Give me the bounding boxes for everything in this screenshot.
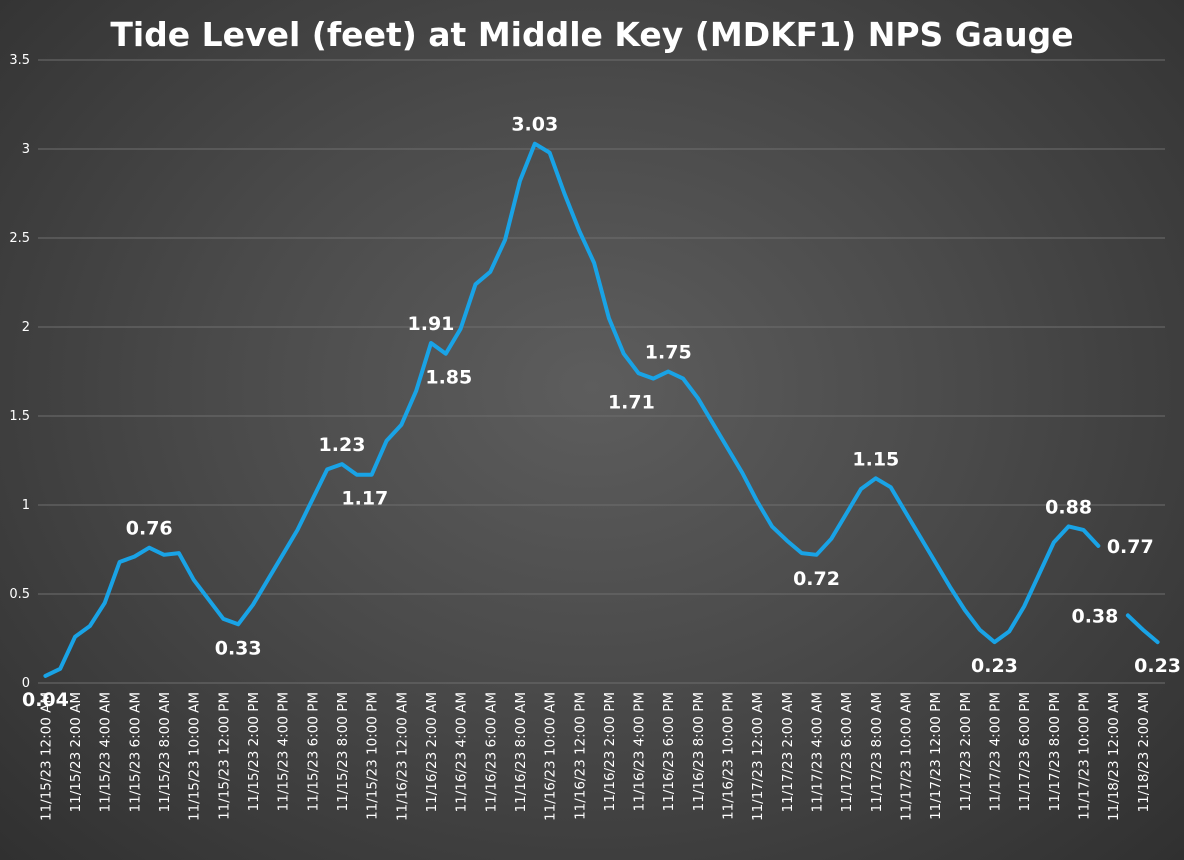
x-tick-label: 11/17/23 10:00 AM — [898, 692, 914, 821]
data-labels: 0.04 0.76 0.33 1.23 1.17 1.91 1.85 3.03 1.71 1.75… — [22, 114, 1181, 711]
x-tick-label: 11/18/23 12:00 AM — [1106, 692, 1122, 821]
data-label: 1.91 — [408, 313, 455, 335]
data-label: 1.85 — [425, 367, 472, 389]
x-tick-label: 11/15/23 2:00 PM — [246, 692, 262, 811]
x-tick-label: 11/15/23 4:00 AM — [98, 692, 114, 812]
x-tick-label: 11/17/23 6:00 AM — [839, 692, 855, 812]
x-tick-label: 11/16/23 4:00 PM — [632, 692, 648, 811]
data-label: 0.72 — [793, 568, 840, 590]
data-label: 0.23 — [1134, 655, 1181, 677]
x-tick-label: 11/17/23 8:00 AM — [869, 692, 885, 812]
x-tick-label: 11/15/23 12:00 AM — [38, 692, 54, 821]
y-axis-ticks: 0 0.5 1 1.5 2 2.5 3 3.5 — [9, 53, 30, 691]
data-label: 1.71 — [608, 392, 655, 414]
x-tick-label: 11/15/23 4:00 PM — [276, 692, 292, 811]
x-tick-label: 11/16/23 6:00 PM — [661, 692, 677, 811]
y-tick-label: 0 — [22, 676, 30, 691]
data-label: 1.15 — [852, 448, 899, 470]
x-tick-label: 11/17/23 8:00 PM — [1047, 692, 1063, 811]
data-label: 3.03 — [511, 114, 558, 136]
series-line-segment — [43, 141, 1101, 678]
x-tick-label: 11/15/23 10:00 AM — [187, 692, 203, 821]
x-tick-label: 11/16/23 2:00 PM — [602, 692, 618, 811]
x-tick-label: 11/16/23 8:00 PM — [691, 692, 707, 811]
x-tick-label: 11/16/23 12:00 PM — [572, 692, 588, 820]
x-tick-label: 11/16/23 6:00 AM — [483, 692, 499, 812]
chart-title: Tide Level (feet) at Middle Key (MDKF1) … — [110, 15, 1073, 54]
x-tick-label: 11/16/23 2:00 AM — [424, 692, 440, 812]
data-label: 1.23 — [319, 434, 366, 456]
gridlines — [38, 59, 1165, 684]
data-label: 0.33 — [215, 637, 262, 659]
x-axis-ticks: 11/15/23 12:00 AM 11/15/23 2:00 AM 11/15/2… — [38, 692, 1151, 821]
x-tick-label: 11/17/23 2:00 AM — [780, 692, 796, 812]
y-tick-label: 3.5 — [9, 53, 30, 68]
y-tick-label: 1.5 — [9, 409, 30, 424]
x-tick-label: 11/17/23 12:00 PM — [928, 692, 944, 820]
x-tick-label: 11/17/23 6:00 PM — [1017, 692, 1033, 811]
y-tick-label: 0.5 — [9, 587, 30, 602]
x-tick-label: 11/15/23 12:00 PM — [216, 692, 232, 820]
x-tick-label: 11/15/23 6:00 AM — [127, 692, 143, 812]
x-tick-label: 11/18/23 2:00 AM — [1136, 692, 1152, 812]
x-tick-label: 11/16/23 10:00 PM — [721, 692, 737, 820]
x-tick-label: 11/16/23 10:00 AM — [543, 692, 559, 821]
x-tick-label: 11/15/23 6:00 PM — [305, 692, 321, 811]
x-tick-label: 11/15/23 2:00 AM — [68, 692, 84, 812]
x-tick-label: 11/16/23 12:00 AM — [394, 692, 410, 821]
x-tick-label: 11/17/23 4:00 AM — [810, 692, 826, 812]
x-tick-label: 11/17/23 12:00 AM — [750, 692, 766, 821]
x-tick-label: 11/17/23 2:00 PM — [958, 692, 974, 811]
data-label: 0.88 — [1045, 496, 1092, 518]
x-tick-label: 11/15/23 8:00 AM — [157, 692, 173, 812]
series-line-segment — [1125, 613, 1160, 645]
y-tick-label: 2 — [22, 320, 30, 335]
y-tick-label: 2.5 — [9, 231, 30, 246]
data-label: 1.75 — [645, 342, 692, 364]
data-label: 0.04 — [22, 689, 69, 711]
data-label: 0.76 — [126, 518, 173, 540]
data-label: 0.38 — [1071, 605, 1118, 627]
y-tick-label: 1 — [22, 498, 30, 513]
x-tick-label: 11/15/23 10:00 PM — [365, 692, 381, 820]
data-label: 0.23 — [971, 655, 1018, 677]
data-label: 1.17 — [341, 488, 388, 510]
tide-series — [43, 141, 1160, 678]
data-label: 0.77 — [1107, 536, 1154, 558]
x-tick-label: 11/16/23 8:00 AM — [513, 692, 529, 812]
y-tick-label: 3 — [22, 142, 30, 157]
x-tick-label: 11/17/23 4:00 PM — [987, 692, 1003, 811]
x-tick-label: 11/16/23 4:00 AM — [454, 692, 470, 812]
x-tick-label: 11/15/23 8:00 PM — [335, 692, 351, 811]
x-tick-label: 11/17/23 10:00 PM — [1076, 692, 1092, 820]
